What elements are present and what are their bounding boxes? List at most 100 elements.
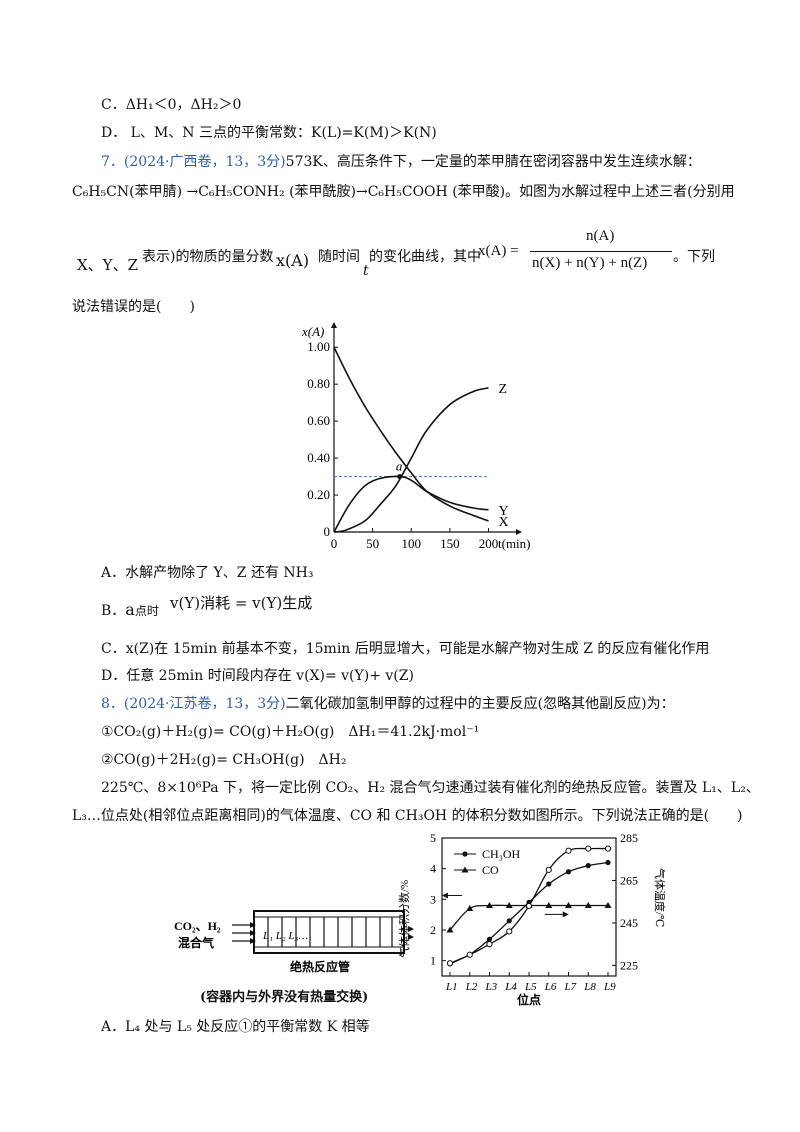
q8-reaction-1: ①CO₂(g)＋H₂(g)= CO(g)＋H₂O(g) ΔH₁＝41.2kJ·m…	[101, 724, 480, 740]
ch3oh-point	[605, 859, 611, 866]
co-point	[604, 901, 612, 908]
y-tick-label: 2	[430, 923, 436, 937]
q7-stem-line1: 7．(2024·广西卷，13，3分)573K、高压条件下，一定量的苯甲腈在密闭容…	[101, 154, 701, 170]
series-label-Y: Y	[499, 504, 509, 519]
y-tick-label: 0.60	[307, 413, 330, 428]
x-axis-label: t(min)	[498, 536, 530, 551]
q8-number: 8．	[101, 696, 124, 712]
fraction-numerator: n(A)	[586, 228, 615, 244]
apparatus-caption: (容器内与外界没有热量交换)	[200, 990, 369, 1005]
y-axis-label: 气体体积分数/%	[397, 880, 411, 958]
q7-with-time: 随时间	[318, 249, 360, 265]
gas-mixture-label: 混合气	[178, 935, 214, 950]
q7-stem-line2: C₆H₅CN(苯甲腈) →C₆H₅CONH₂ (苯甲酰胺)→C₆H₅COOH (…	[72, 184, 735, 200]
ch3oh-point	[506, 918, 512, 924]
x-tick-label: 0	[331, 536, 338, 551]
y-axis-label: x(A)	[301, 324, 324, 339]
y-tick-label: 1	[430, 954, 436, 968]
x-tick-label: L5	[524, 981, 537, 993]
series-label-Z: Z	[499, 382, 508, 397]
q8-source: (2024·江苏卷，13，3分)	[123, 696, 286, 712]
x-tick-label: L7	[564, 981, 577, 993]
q7-stem-line4: 说法错误的是( )	[72, 299, 195, 315]
q7-xA: x(A)	[276, 251, 310, 270]
q7-stem-line3: 表示)的物质的量分数	[142, 249, 274, 265]
y2-tick-label: 265	[620, 873, 638, 887]
co-point	[446, 926, 454, 933]
y-tick-label: 4	[430, 862, 436, 876]
y-tick-label: 5	[430, 831, 436, 845]
legend-marker-ch3oh	[462, 851, 468, 857]
adiabatic-tube-diagram: CO₂、H₂ 混合气 L₁ L₂ L₃… 绝热反应管	[174, 910, 414, 974]
point-a	[397, 474, 403, 480]
q8-stem-line1: 8．(2024·江苏卷，13，3分)二氧化碳加氢制甲醇的过程中的主要反应(忽略其…	[101, 696, 675, 712]
x-tick-label: L2	[465, 981, 478, 993]
q7-symbols: X、Y、Z	[77, 256, 139, 274]
tube-label: 绝热反应管	[290, 959, 350, 974]
co-point	[486, 901, 493, 908]
legend-label-co: CO	[482, 863, 499, 877]
y2-tick-label: 285	[620, 831, 638, 845]
temperature-point	[486, 941, 493, 948]
q8-position-chart: 1 2 3 4 5 225 245 265 285 L1 L2 L3 L4 L5 L6 L7 L8 L9 位点 气体体…	[397, 831, 667, 1007]
chart1-root: x(A) t(min) 0 0.20 0.40 0.60 0.80 1.00 0 50 100 150…	[301, 322, 530, 551]
gas-inlet-label: CO₂、H₂	[174, 919, 221, 933]
q7-option-a: A．水解产物除了 Y、Z 还有 NH₃	[101, 565, 314, 581]
q7-option-d: D．任意 25min 时间段内存在 v(X)= v(Y)+ v(Z)	[101, 668, 414, 684]
q7-number: 7．	[101, 154, 124, 170]
q6-option-d: D． L、M、N 三点的平衡常数：K(L)=K(M)＞K(N)	[101, 125, 437, 141]
x-tick-label: L6	[544, 981, 557, 993]
x-tick-label: 200	[479, 536, 499, 551]
temperature-point	[506, 928, 513, 935]
co-point	[545, 901, 553, 908]
q8-reaction-2: ②CO(g)＋2H₂(g)= CH₃OH(g) ΔH₂	[101, 752, 347, 768]
ch3oh-point	[585, 863, 591, 869]
x-axis-arrow	[516, 529, 522, 535]
q8-option-a: A．L₄ 处与 L₅ 处反应①的平衡常数 K 相等	[101, 1019, 370, 1035]
legend-marker-co	[461, 866, 469, 873]
temperature-point	[446, 960, 454, 967]
co-point	[466, 905, 474, 912]
y2-tick-label: 225	[620, 958, 638, 972]
position-labels: L₁ L₂ L₃…	[262, 930, 308, 942]
ch3oh-point	[546, 881, 552, 887]
y-tick-label: 0.80	[307, 376, 330, 391]
right-axis-pointer-head	[562, 911, 569, 918]
annotation-a: a	[396, 459, 403, 474]
q8-stem-line3: L₃…位点处(相邻位点距离相同)的气体温度、CO 和 CH₃OH 的体积分数如图…	[72, 808, 743, 824]
temperature-point	[545, 866, 552, 873]
q7-option-b-formula: v(Y)消耗 = v(Y)生成	[170, 594, 313, 612]
q7-stem-tail: 。下列	[673, 249, 715, 265]
q7-where: 的变化曲线，其中	[369, 249, 481, 265]
series-label-X: X	[499, 515, 509, 530]
x-tick-label: 100	[402, 536, 422, 551]
q7-source: (2024·广西卷，13，3分)	[123, 154, 286, 170]
x-tick-label: L3	[485, 981, 498, 993]
y-tick-label: 0	[324, 524, 331, 539]
chart2-root: 1 2 3 4 5 225 245 265 285 L1 L2 L3 L4 L5 L6 L7 L8 L9 位点 气体体…	[397, 831, 667, 1007]
temperature-point	[604, 845, 612, 852]
temperature-point	[525, 902, 533, 910]
series-line-Y	[333, 475, 489, 533]
y2-axis-label: 气体温度/℃	[653, 868, 667, 927]
temperature-point	[585, 845, 592, 852]
q8-stem-line2: 225℃、8×10⁶Pa 下，将一定比例 CO₂、H₂ 混合气匀速通过装有催化剂…	[101, 780, 760, 796]
y-axis-arrow	[331, 322, 337, 328]
series-line-Z	[333, 387, 489, 533]
y-tick-label: 0.20	[307, 487, 330, 502]
fraction-lhs: x(A) =	[478, 243, 519, 259]
x-tick-label: L4	[504, 981, 517, 993]
x-tick-label: 50	[366, 536, 379, 551]
temperature-point	[565, 847, 572, 854]
co-point	[505, 901, 513, 908]
series-line-X	[333, 346, 489, 522]
series-line-ch3oh	[449, 861, 609, 965]
ch3oh-point	[486, 936, 493, 942]
co-point	[584, 901, 592, 908]
x-tick-label: L1	[445, 981, 458, 993]
y2-tick-label: 245	[620, 916, 638, 930]
x-tick-label: L9	[603, 981, 616, 993]
x-tick-label: 150	[440, 536, 460, 551]
y-tick-label: 3	[430, 892, 436, 906]
y-tick-label: 0.40	[307, 450, 330, 465]
